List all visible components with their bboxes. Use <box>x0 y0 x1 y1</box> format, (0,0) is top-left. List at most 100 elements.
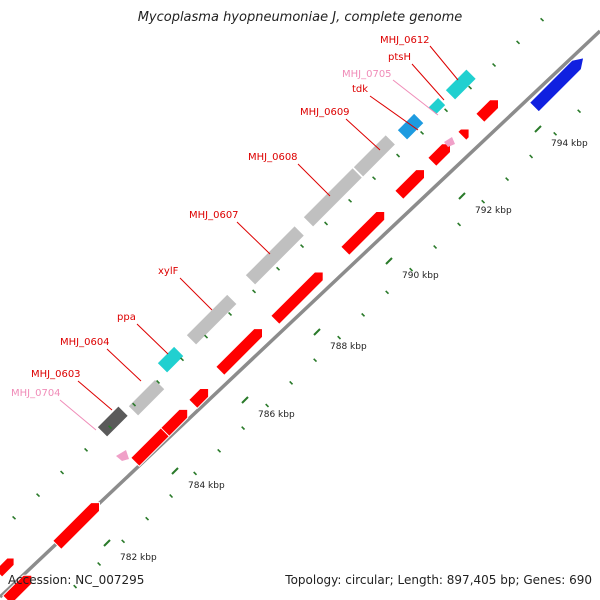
tick-upper-22 <box>468 85 473 90</box>
cds-forward-10 <box>427 143 451 168</box>
gene-label-10: MHJ_0604 <box>60 337 110 348</box>
cds-forward-5 <box>188 388 210 410</box>
gene-label-8: xylF <box>158 266 179 277</box>
scale-label-3: 786 kbp <box>258 410 295 420</box>
tick-lower-17 <box>433 245 438 249</box>
gene-leader-11 <box>77 380 113 411</box>
cds-cyan-0612 <box>444 68 478 101</box>
tick-lower-9 <box>241 426 246 431</box>
cds-cyan-ptsH <box>427 96 447 116</box>
tick-upper-24 <box>516 40 521 45</box>
accession-label: Accession: NC_007295 <box>8 573 145 587</box>
gene-label-11: MHJ_0603 <box>31 369 81 380</box>
tick-upper-18 <box>372 176 377 181</box>
tick-lower-12 <box>313 358 318 363</box>
scale-tick-2 <box>171 467 179 475</box>
scale-tick-5 <box>385 257 393 265</box>
cds-forward-4 <box>160 408 189 438</box>
blast-hit-2 <box>96 405 130 438</box>
tick-upper-25 <box>540 17 545 22</box>
gene-leader-7 <box>236 221 271 255</box>
tick-lower-3 <box>97 562 102 566</box>
scale-tick-3 <box>241 396 249 404</box>
tick-lower-15 <box>385 290 390 295</box>
tick-upper-12 <box>228 312 233 316</box>
scale-label-7: 794 kbp <box>551 139 588 149</box>
topology-summary: Topology: circular; Length: 897,405 bp; … <box>285 573 592 587</box>
tick-upper-19 <box>396 153 401 158</box>
cds-forward-6 <box>215 328 263 377</box>
cds-cyan-ppa <box>156 345 185 374</box>
scale-label-4: 788 kbp <box>330 342 367 352</box>
gene-leader-12 <box>59 399 97 431</box>
tick-lower-21 <box>529 154 534 159</box>
tick-upper-23 <box>492 63 497 67</box>
tick-lower-6 <box>169 494 174 499</box>
blast-hit-4 <box>244 224 306 286</box>
tick-lower-11 <box>289 380 294 385</box>
tick-lower-7 <box>193 471 198 476</box>
tick-upper-11 <box>204 334 209 339</box>
gene-leader-1 <box>429 45 459 81</box>
gene-label-1: MHJ_0612 <box>380 35 430 46</box>
cds-blue-right <box>528 57 585 113</box>
tick-lower-14 <box>361 312 366 317</box>
gene-label-6: MHJ_0608 <box>248 152 298 163</box>
tick-upper-3 <box>12 515 17 520</box>
tick-upper-13 <box>252 289 257 294</box>
blast-hit-5 <box>302 166 364 228</box>
tick-lower-5 <box>145 516 150 521</box>
tick-lower-8 <box>217 448 222 453</box>
scale-label-2: 784 kbp <box>188 481 225 491</box>
cds-forward-8 <box>340 211 386 257</box>
blast-hit-3 <box>185 293 238 346</box>
gene-label-5: MHJ_0609 <box>300 107 350 118</box>
tick-upper-16 <box>324 221 329 226</box>
cds-forward-7 <box>270 271 324 326</box>
cds-blue-tdk <box>396 112 425 141</box>
blast-hit-6 <box>352 133 397 178</box>
gene-label-12: MHJ_0704 <box>11 388 61 399</box>
gene-leader-8 <box>179 277 213 311</box>
tick-upper-10 <box>180 357 185 362</box>
cds-forward-9 <box>394 169 425 201</box>
tick-lower-16 <box>409 267 414 272</box>
tick-upper-15 <box>300 244 305 249</box>
cds-pink-0705 <box>444 137 455 147</box>
gene-leader-3 <box>392 79 439 116</box>
cds-forward-12 <box>475 99 499 124</box>
scale-label-6: 792 kbp <box>475 206 512 216</box>
gene-label-9: ppa <box>117 312 136 323</box>
tick-lower-10 <box>265 403 270 408</box>
cds-forward-3 <box>130 427 170 468</box>
tick-upper-9 <box>156 379 161 384</box>
map-title: Mycoplasma hyopneumoniae J, complete gen… <box>137 10 463 25</box>
gene-leader-6 <box>297 163 331 197</box>
tick-upper-14 <box>276 266 281 271</box>
tick-lower-18 <box>457 222 462 227</box>
scale-tick-6 <box>458 192 466 200</box>
gene-leader-4 <box>369 95 419 131</box>
gene-leader-10 <box>106 348 142 382</box>
tick-upper-21 <box>444 108 449 113</box>
tick-upper-20 <box>420 130 425 135</box>
tick-lower-23 <box>577 109 582 114</box>
cds-pink-0704 <box>116 450 129 461</box>
tick-upper-5 <box>60 470 65 475</box>
gene-label-3: MHJ_0705 <box>342 69 392 80</box>
scale-tick-4 <box>313 328 321 336</box>
scale-tick-1 <box>103 539 111 547</box>
gene-label-7: MHJ_0607 <box>189 210 239 221</box>
tick-upper-17 <box>348 198 353 203</box>
cds-forward-11 <box>457 128 470 142</box>
blast-hit-1 <box>127 378 166 417</box>
gene-leader-2 <box>411 63 445 101</box>
tick-upper-8 <box>132 402 137 407</box>
gene-label-2: ptsH <box>388 52 411 63</box>
cds-forward-edge <box>0 557 15 578</box>
cds-forward-2 <box>52 502 100 551</box>
tick-lower-13 <box>337 335 342 340</box>
gene-leader-9 <box>136 323 169 355</box>
